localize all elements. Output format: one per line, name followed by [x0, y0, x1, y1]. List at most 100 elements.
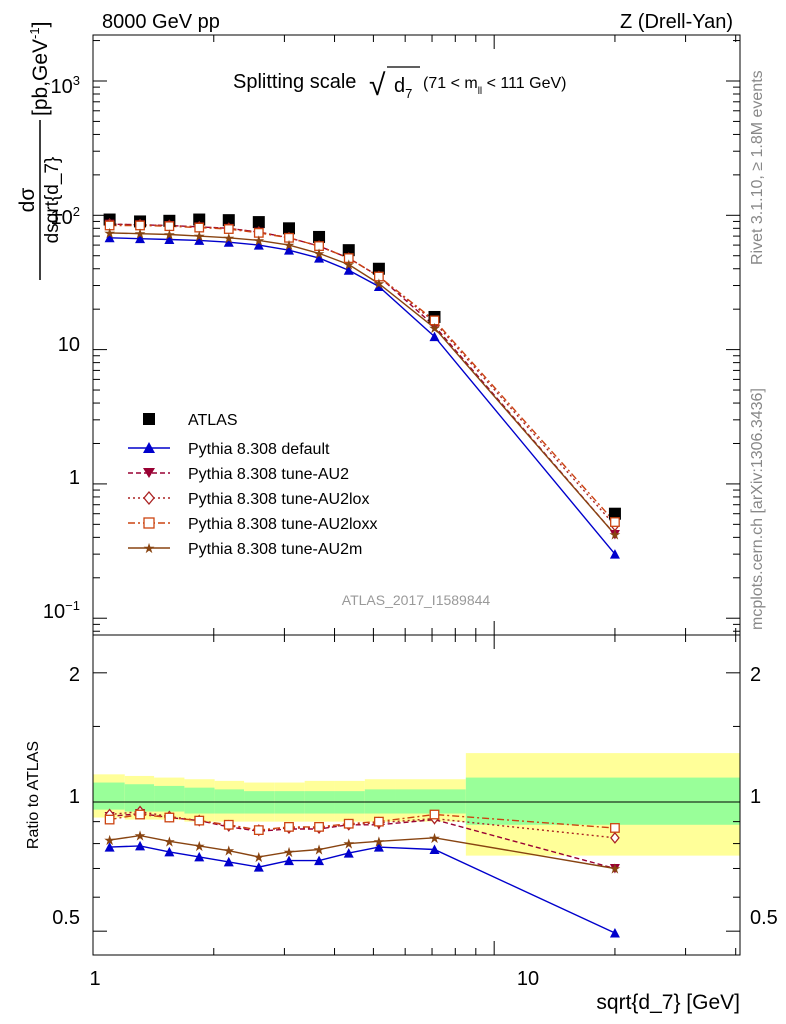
main-point-pythia-8-308-tune-au2m-2: ★	[163, 226, 176, 242]
main-point-pythia-8-308-tune-au2m-5: ★	[253, 232, 266, 248]
band-inner-10	[395, 789, 466, 814]
legend-marker-au2lox	[143, 490, 155, 506]
main-point-pythia-8-308-tune-au2m-8: ★	[342, 257, 355, 273]
ratio-point-pythia-8-308-tune-au2loxx-11	[610, 823, 620, 833]
ratio-point-pythia-8-308-tune-au2m-6: ★	[283, 844, 296, 860]
main-point-pythia-8-308-tune-au2m-4: ★	[222, 230, 235, 246]
main-point-pythia-8-308-default-8	[343, 265, 354, 275]
ratio-ytick-left-0.5: 0.5	[52, 907, 80, 929]
ratio-point-pythia-8-308-tune-au2m-11: ★	[609, 860, 622, 876]
ratio-point-pythia-8-308-tune-au2loxx-10	[429, 809, 440, 820]
ratio-plot-frame	[92, 634, 741, 956]
band-inner-11	[465, 777, 740, 825]
main-point-pythia-8-308-tune-au2m-10: ★	[428, 320, 441, 336]
main-series-markers: ★ ★ ★ ★ ★ ★ ★ ★ ★ ★ ★ ★	[103, 213, 621, 559]
main-point-pythia-8-308-default-11	[609, 549, 620, 559]
main-point-pythia-8-308-tune-au2m-0: ★	[103, 225, 116, 241]
header-left: 8000 GeV pp	[102, 11, 220, 33]
ratio-series-markers: ★ ★ ★ ★ ★ ★ ★ ★ ★ ★ ★ ★	[103, 805, 622, 938]
atlas-point-8	[342, 244, 355, 257]
main-point-pythia-8-308-tune-au2-11	[609, 530, 620, 540]
ratio-line-pythia-8-308-default	[109, 845, 616, 934]
atlas-point-4	[222, 214, 235, 227]
main-point-pythia-8-308-tune-au2loxx-1	[135, 220, 145, 231]
main-line-pythia-8-308-tune-au2lox	[109, 223, 616, 526]
main-point-pythia-8-308-tune-au2loxx-9	[373, 271, 384, 282]
title-sqrt-symbol: √	[369, 69, 386, 102]
ratio-point-pythia-8-308-default-9	[373, 842, 384, 852]
main-point-pythia-8-308-tune-au2loxx-0	[104, 220, 115, 231]
ratio-point-pythia-8-308-tune-au2loxx-2	[164, 812, 175, 823]
ratio-point-pythia-8-308-default-6	[283, 855, 294, 866]
main-point-pythia-8-308-tune-au2m-7: ★	[313, 245, 326, 261]
main-point-pythia-8-308-tune-au2loxx-3	[194, 222, 205, 233]
ytick-label-10: 10	[58, 334, 80, 356]
ylabel-units: [pb,GeV-1]	[27, 22, 52, 116]
plot-title: Splitting scale	[233, 71, 356, 93]
ratio-point-pythia-8-308-tune-au2m-0: ★	[103, 832, 116, 848]
main-point-pythia-8-308-default-4	[223, 237, 234, 247]
main-point-pythia-8-308-tune-au2loxx-6	[284, 232, 294, 243]
main-line-pythia-8-308-tune-au2loxx	[109, 224, 616, 523]
ratio-point-pythia-8-308-tune-au2loxx-5	[253, 825, 264, 836]
main-point-pythia-8-308-default-1	[135, 233, 146, 244]
ratio-point-pythia-8-308-tune-au2m-5: ★	[253, 849, 266, 865]
ratio-point-pythia-8-308-tune-au2m-9: ★	[373, 833, 386, 849]
ratio-ytick-left-1: 1	[69, 786, 80, 808]
y-axis-label-ratio: Ratio to ATLAS	[25, 741, 42, 849]
main-point-pythia-8-308-default-5	[253, 240, 264, 250]
header-right: Z (Drell-Yan)	[620, 11, 733, 33]
ytick-label-100: 102	[51, 204, 80, 229]
ratio-point-pythia-8-308-tune-au2loxx-8	[343, 818, 354, 829]
ytick-label-1: 1	[69, 467, 80, 489]
legend-label-au2lox: Pythia 8.308 tune-AU2lox	[188, 491, 369, 508]
legend-marker-au2loxx	[143, 517, 155, 529]
main-point-pythia-8-308-tune-au2m-1: ★	[134, 226, 147, 242]
legend-label-au2loxx: Pythia 8.308 tune-AU2loxx	[188, 516, 377, 533]
main-point-pythia-8-308-default-2	[164, 234, 175, 245]
ylabel-numerator: dσ	[16, 188, 39, 213]
legend-marker-default	[143, 442, 155, 453]
ratio-point-pythia-8-308-default-1	[135, 840, 146, 851]
main-point-pythia-8-308-tune-au2m-3: ★	[193, 228, 206, 244]
atlas-point-6	[282, 222, 295, 235]
legend-marker-au2m: ★	[143, 540, 156, 556]
main-point-pythia-8-308-tune-au2loxx-10	[429, 315, 440, 326]
atlas-point-11	[608, 507, 621, 520]
legend: ATLAS Pythia 8.308 default Pythia 8.308 …	[128, 412, 377, 558]
atlas-point-7	[313, 230, 326, 243]
main-point-pythia-8-308-tune-au2loxx-5	[253, 227, 264, 238]
ratio-ytick-left-2: 2	[69, 664, 80, 686]
ratio-point-pythia-8-308-default-11	[609, 928, 620, 938]
xtick-label-10: 10	[517, 968, 539, 990]
main-series-lines	[109, 223, 616, 555]
main-point-pythia-8-308-tune-au2loxx-8	[343, 253, 354, 264]
side-text-mcplots: mcplots.cern.ch [arXiv:1306.3436]	[749, 388, 766, 630]
main-point-pythia-8-308-default-3	[194, 235, 205, 245]
atlas-point-5	[252, 216, 265, 229]
ratio-point-pythia-8-308-default-3	[194, 851, 205, 862]
title-mass-range: (71 < mll < 111 GeV)	[423, 75, 566, 97]
ratio-line-pythia-8-308-tune-au2	[109, 812, 616, 870]
analysis-watermark: ATLAS_2017_I1589844	[342, 592, 491, 608]
ratio-point-pythia-8-308-default-8	[343, 848, 354, 858]
main-point-pythia-8-308-tune-au2loxx-2	[164, 221, 175, 232]
ratio-ytick-right-0.5: 0.5	[750, 907, 778, 929]
title-variable: d7	[394, 75, 412, 101]
ratio-point-pythia-8-308-tune-au2loxx-6	[284, 821, 294, 832]
main-point-pythia-8-308-default-0	[104, 232, 115, 243]
uncertainty-bands	[93, 753, 740, 856]
axis-ticks	[92, 35, 740, 955]
ratio-point-pythia-8-308-tune-au2loxx-0	[104, 814, 115, 825]
main-point-pythia-8-308-tune-au2m-9: ★	[373, 276, 386, 292]
main-point-pythia-8-308-default-10	[429, 331, 440, 342]
main-point-pythia-8-308-tune-au2loxx-7	[314, 241, 324, 251]
legend-label-au2: Pythia 8.308 tune-AU2	[188, 466, 349, 483]
main-point-pythia-8-308-tune-au2loxx-11	[610, 517, 620, 527]
main-line-pythia-8-308-tune-au2m	[109, 232, 616, 535]
ratio-point-pythia-8-308-default-0	[104, 842, 115, 852]
band-inner-0	[93, 782, 125, 810]
ratio-point-pythia-8-308-tune-au2m-10: ★	[428, 830, 441, 846]
legend-label-au2m: Pythia 8.308 tune-AU2m	[188, 541, 362, 558]
band-inner-3	[184, 787, 215, 814]
